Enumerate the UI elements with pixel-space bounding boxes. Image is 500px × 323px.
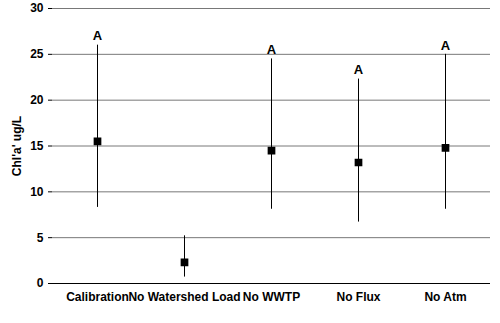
svg-text:10: 10 (30, 185, 44, 199)
svg-text:No Flux: No Flux (337, 290, 381, 304)
svg-text:A: A (441, 37, 451, 52)
svg-text:No Atm: No Atm (424, 290, 466, 304)
svg-text:0: 0 (37, 276, 44, 290)
svg-text:5: 5 (37, 231, 44, 245)
svg-text:Calibration: Calibration (66, 290, 129, 304)
svg-text:A: A (354, 62, 364, 77)
svg-text:30: 30 (30, 1, 44, 15)
svg-text:15: 15 (30, 139, 44, 153)
svg-text:A: A (267, 42, 277, 57)
svg-text:No Watershed Load: No Watershed Load (128, 290, 240, 304)
svg-text:Chl'a' ug/L: Chl'a' ug/L (10, 116, 24, 176)
svg-text:25: 25 (30, 47, 44, 61)
svg-text:A: A (93, 28, 103, 43)
svg-text:20: 20 (30, 93, 44, 107)
svg-text:No WWTP: No WWTP (243, 290, 300, 304)
